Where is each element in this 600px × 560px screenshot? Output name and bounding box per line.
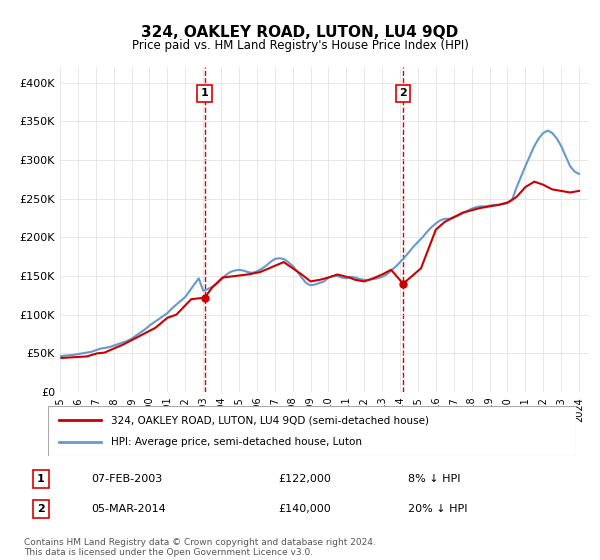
Text: 8% ↓ HPI: 8% ↓ HPI [407,474,460,484]
Text: 20% ↓ HPI: 20% ↓ HPI [407,504,467,514]
Text: £140,000: £140,000 [278,504,331,514]
Text: Price paid vs. HM Land Registry's House Price Index (HPI): Price paid vs. HM Land Registry's House … [131,39,469,52]
Text: 1: 1 [201,88,208,98]
Text: £122,000: £122,000 [278,474,331,484]
Text: 05-MAR-2014: 05-MAR-2014 [92,504,166,514]
FancyBboxPatch shape [48,406,576,456]
Text: 07-FEB-2003: 07-FEB-2003 [92,474,163,484]
Text: 324, OAKLEY ROAD, LUTON, LU4 9QD: 324, OAKLEY ROAD, LUTON, LU4 9QD [142,25,458,40]
Text: 2: 2 [399,88,407,98]
Text: 2: 2 [37,504,45,514]
Text: 1: 1 [37,474,45,484]
Text: 324, OAKLEY ROAD, LUTON, LU4 9QD (semi-detached house): 324, OAKLEY ROAD, LUTON, LU4 9QD (semi-d… [112,415,430,425]
Text: Contains HM Land Registry data © Crown copyright and database right 2024.
This d: Contains HM Land Registry data © Crown c… [24,538,376,557]
Text: HPI: Average price, semi-detached house, Luton: HPI: Average price, semi-detached house,… [112,437,362,447]
